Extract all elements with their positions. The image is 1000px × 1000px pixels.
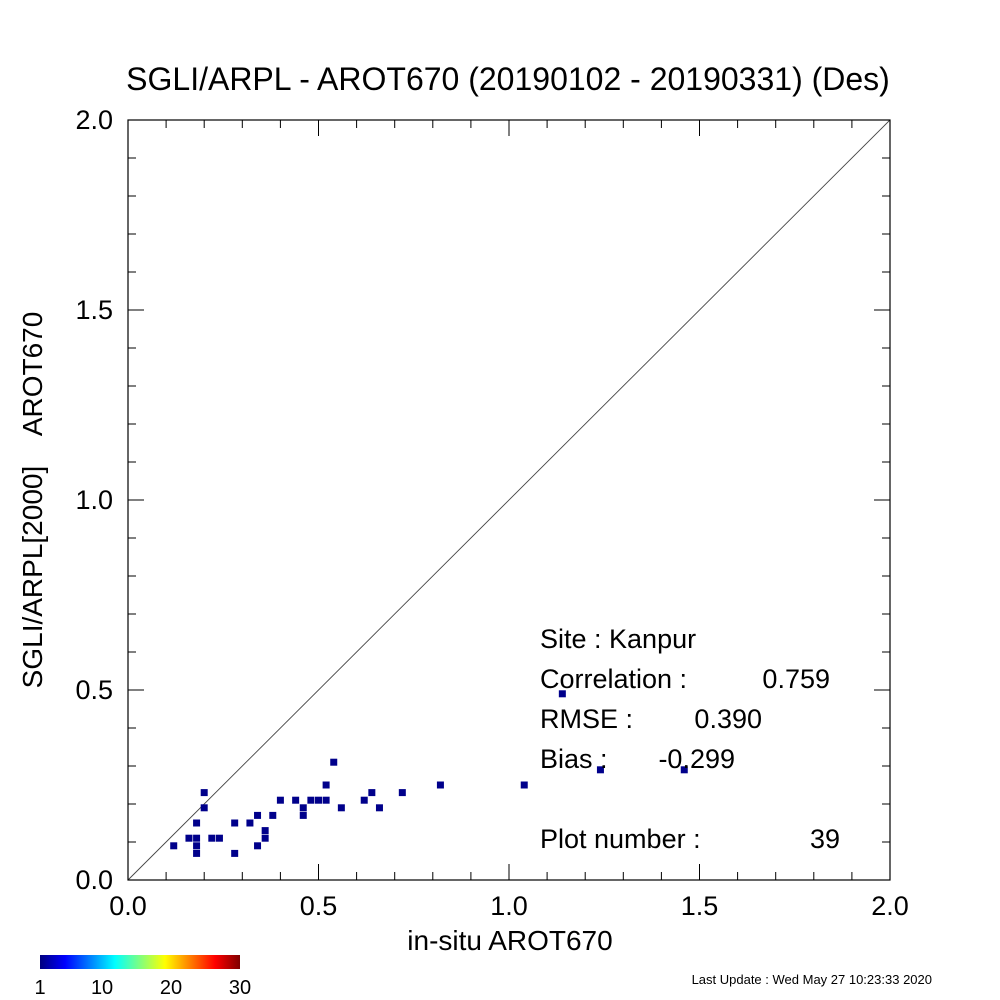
correlation-label: Correlation : <box>540 664 687 694</box>
data-point-7 <box>200 804 208 812</box>
stats-box: Site : Kanpur Correlation : 0.759 RMSE :… <box>540 624 840 854</box>
data-point-4 <box>193 819 201 827</box>
plot-number-value: 39 <box>810 824 840 854</box>
colorbar-tick-label: 20 <box>160 977 182 999</box>
rmse-value: 0.390 <box>694 704 762 734</box>
y-tick-label: 0.5 <box>75 675 113 705</box>
data-point-36 <box>680 766 688 774</box>
data-point-23 <box>315 796 322 804</box>
colorbar-tick-label: 10 <box>91 977 113 999</box>
colorbar-tick-label: 30 <box>229 977 251 999</box>
y-tick-label: 1.0 <box>75 485 113 515</box>
bias-value: -0.299 <box>658 744 735 774</box>
data-point-24 <box>322 796 330 804</box>
site-label: Site : Kanpur <box>540 624 696 654</box>
colorbar-tick-label: 1 <box>34 977 45 999</box>
data-point-11 <box>231 849 239 857</box>
y-axis-title: SGLI/ARPL[2000] AROT670 <box>17 312 48 689</box>
data-point-14 <box>254 842 262 850</box>
y-tick-label: 2.0 <box>75 105 113 135</box>
data-point-21 <box>299 811 307 819</box>
data-point-35 <box>596 766 604 774</box>
data-point-33 <box>520 781 528 789</box>
chart-title: SGLI/ARPL - AROT670 (20190102 - 20190331… <box>126 61 890 97</box>
data-point-31 <box>398 789 406 797</box>
data-point-25 <box>322 781 330 789</box>
one-to-one-line <box>127 119 891 881</box>
data-point-9 <box>215 834 223 842</box>
x-axis-title: in-situ AROT670 <box>407 925 612 956</box>
data-point-16 <box>261 834 269 842</box>
colorbar-ticks: 1 10 20 30 <box>34 977 251 999</box>
data-point-29 <box>368 789 376 797</box>
data-point-12 <box>246 819 254 827</box>
data-point-15 <box>261 827 269 835</box>
rmse-label: RMSE : <box>540 704 633 734</box>
data-point-10 <box>231 819 239 827</box>
data-point-3 <box>193 834 201 842</box>
colorbar <box>40 955 240 969</box>
data-point-1 <box>185 834 193 842</box>
data-point-13 <box>254 811 262 819</box>
data-point-22 <box>307 796 315 804</box>
data-point-34 <box>558 690 566 698</box>
y-tick-label: 1.5 <box>75 295 113 325</box>
last-update-text: Last Update : Wed May 27 10:23:33 2020 <box>692 972 932 987</box>
data-point-28 <box>360 796 368 804</box>
data-point-17 <box>269 811 277 819</box>
y-tick-labels: 0.0 0.5 1.0 1.5 2.0 <box>75 105 113 895</box>
plot-number-label: Plot number : <box>540 824 701 854</box>
x-tick-label: 2.0 <box>871 891 909 921</box>
data-point-30 <box>375 804 383 812</box>
x-tick-label: 0.0 <box>109 891 147 921</box>
data-point-32 <box>436 781 444 789</box>
x-tick-label: 0.5 <box>300 891 338 921</box>
data-point-0 <box>170 842 178 850</box>
x-tick-label: 1.0 <box>490 891 528 921</box>
data-points <box>170 690 688 857</box>
data-point-6 <box>200 789 208 797</box>
data-point-8 <box>208 834 216 842</box>
one-to-one-line-group <box>127 119 891 881</box>
data-point-19 <box>292 796 300 804</box>
data-point-5 <box>193 849 201 857</box>
y-tick-label: 0.0 <box>75 865 113 895</box>
x-tick-labels: 0.0 0.5 1.0 1.5 2.0 <box>109 891 909 921</box>
bias-label: Bias : <box>540 744 608 774</box>
data-point-26 <box>330 758 338 766</box>
data-point-27 <box>337 804 345 812</box>
correlation-value: 0.759 <box>762 664 830 694</box>
x-tick-label: 1.5 <box>681 891 719 921</box>
data-point-20 <box>299 804 307 812</box>
data-point-18 <box>276 796 284 804</box>
axis-ticks <box>127 119 891 881</box>
data-point-2 <box>193 842 201 850</box>
